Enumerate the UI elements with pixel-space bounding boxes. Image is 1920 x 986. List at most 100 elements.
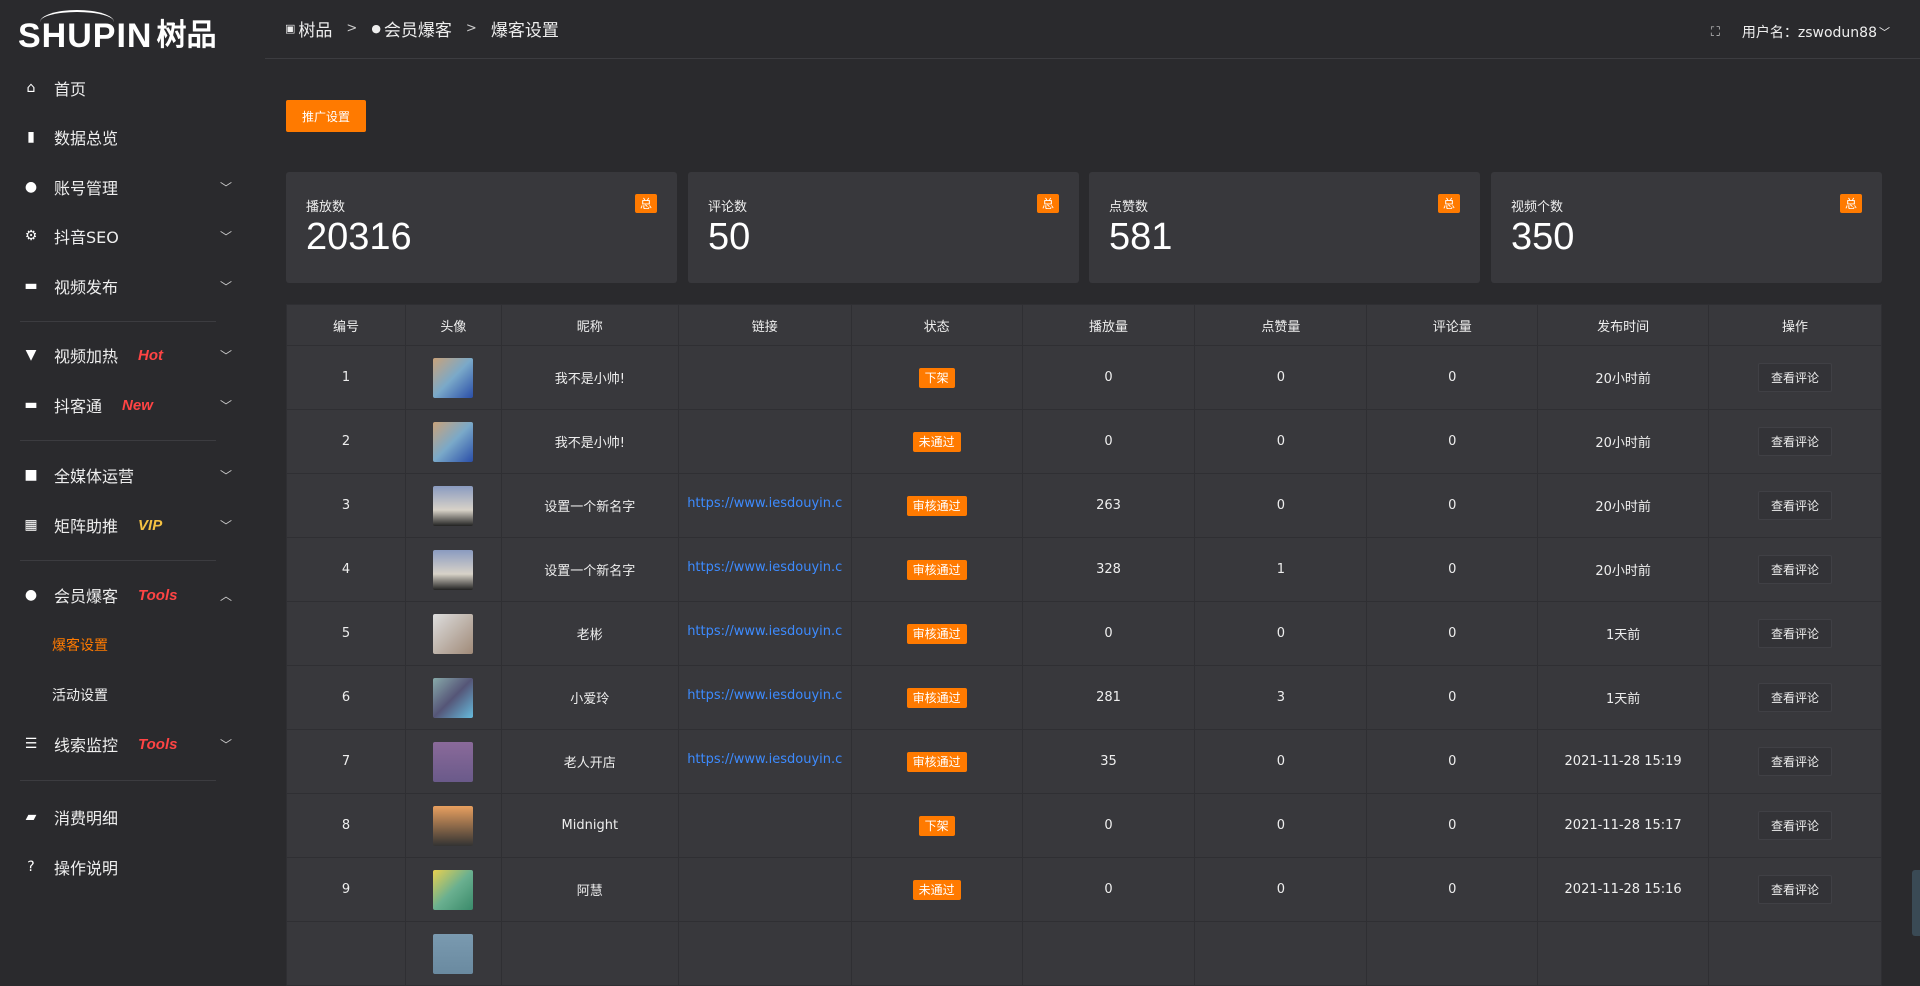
- video-link[interactable]: https://www.iesdouyin.c: [687, 560, 843, 575]
- wallet-icon: ▰: [25, 809, 37, 825]
- sidebar-item-0[interactable]: ⌂ 首页: [22, 70, 232, 106]
- table-row: 6 小爱玲 https://www.iesdouyin.c 审核通过 281 3…: [286, 665, 1882, 730]
- table-row: 2 我不是小帅! 未通过 0 0 0 20小时前 查看评论: [286, 409, 1882, 474]
- view-comments-button[interactable]: 查看评论: [1758, 875, 1833, 904]
- side-widget[interactable]: [1912, 870, 1920, 936]
- sidebar-item-label: 矩阵助推: [54, 517, 119, 536]
- cell-time: 20小时前: [1537, 409, 1710, 474]
- sidebar-item-label: 抖音SEO: [54, 228, 119, 247]
- chevron-icon[interactable]: ﹀: [219, 229, 232, 244]
- status-badge: 审核通过: [906, 688, 967, 708]
- view-comments-button[interactable]: 查看评论: [1758, 811, 1833, 840]
- sidebar-item-8[interactable]: ▦ 矩阵助推 VIP ﹀: [22, 507, 232, 543]
- video-link[interactable]: https://www.iesdouyin.c: [687, 752, 843, 767]
- avatar: [433, 485, 474, 526]
- view-comments-button[interactable]: 查看评论: [1758, 619, 1833, 648]
- stat-label: 点赞数: [1109, 200, 1149, 215]
- user-menu[interactable]: 用户名：zswodun88: [1741, 25, 1877, 41]
- chevron-icon[interactable]: ﹀: [219, 518, 232, 533]
- cell-plays: 0: [1021, 409, 1196, 474]
- cell-avatar: [404, 409, 502, 474]
- view-comments-button[interactable]: 查看评论: [1758, 363, 1833, 392]
- column-header: 状态: [850, 304, 1023, 346]
- sidebar-subitem-0[interactable]: 爆客设置: [52, 638, 108, 654]
- table-row: 3 设置一个新名字 https://www.iesdouyin.c 审核通过 2…: [286, 473, 1882, 538]
- promo-settings-button[interactable]: 推广设置: [286, 100, 366, 132]
- stat-value: 581: [1109, 216, 1173, 258]
- cell-avatar: [404, 729, 502, 794]
- sidebar-item-7[interactable]: ■ 全媒体运营 ﹀: [22, 457, 232, 493]
- video-link[interactable]: https://www.iesdouyin.c: [687, 688, 843, 703]
- cell-comments: 0: [1366, 345, 1539, 410]
- cell-link: https://www.iesdouyin.c: [677, 601, 852, 666]
- sidebar-subitem-1[interactable]: 活动设置: [52, 688, 108, 704]
- cell-nickname: 设置一个新名字: [500, 473, 679, 538]
- cell-avatar: [404, 921, 502, 986]
- monitor-icon: ▼: [25, 347, 37, 363]
- cell-status: 审核通过: [850, 537, 1023, 602]
- cell-time: 2021-11-28 15:19: [1537, 729, 1710, 794]
- view-comments-button[interactable]: 查看评论: [1758, 747, 1833, 776]
- top-bar: ▣ 树品 > ● 会员爆客 > 爆客设置 ⛶ 用户名：zswodun88 ﹀: [265, 0, 1920, 59]
- cell-action: 查看评论: [1708, 665, 1882, 730]
- avatar: [433, 357, 474, 398]
- cell-link: [677, 921, 852, 986]
- image-icon: ▣: [285, 22, 296, 35]
- chevron-icon[interactable]: ﹀: [219, 468, 232, 483]
- cell-nickname: 老人开店: [500, 729, 679, 794]
- sidebar-item-6[interactable]: ▬ 抖客通 New ﹀: [22, 387, 232, 423]
- stat-card: 评论数 50 总: [688, 172, 1079, 283]
- breadcrumb-home[interactable]: 树品: [298, 21, 333, 41]
- avatar: [433, 805, 474, 846]
- cell-plays: 281: [1021, 665, 1196, 730]
- sidebar-item-11[interactable]: ▰ 消费明细: [22, 799, 232, 835]
- cell-id: 1: [286, 345, 406, 410]
- divider: [20, 321, 216, 322]
- cell-time: 1天前: [1537, 665, 1710, 730]
- chevron-icon[interactable]: ︿: [219, 588, 232, 603]
- sidebar-item-12[interactable]: ? 操作说明: [22, 849, 232, 885]
- cell-avatar: [404, 473, 502, 538]
- view-comments-button[interactable]: 查看评论: [1758, 555, 1833, 584]
- cell-likes: 0: [1194, 409, 1368, 474]
- sidebar-item-1[interactable]: ▮ 数据总览: [22, 119, 232, 155]
- cell-action: 查看评论: [1708, 409, 1882, 474]
- column-header: 编号: [286, 304, 406, 346]
- sidebar-item-label: 会员爆客: [54, 587, 119, 606]
- cell-id: 6: [286, 665, 406, 730]
- cell-id: 3: [286, 473, 406, 538]
- video-link[interactable]: https://www.iesdouyin.c: [687, 496, 843, 511]
- sidebar-item-3[interactable]: ⚙ 抖音SEO ﹀: [22, 218, 232, 254]
- chevron-icon[interactable]: ﹀: [219, 279, 232, 294]
- sidebar-item-2[interactable]: ● 账号管理 ﹀: [22, 169, 232, 205]
- cell-comments: 0: [1366, 793, 1539, 858]
- cell-action: 查看评论: [1708, 345, 1882, 410]
- cell-plays: 35: [1021, 729, 1196, 794]
- column-header: 点赞量: [1194, 304, 1368, 346]
- cell-plays: 0: [1021, 601, 1196, 666]
- chevron-down-icon[interactable]: ﹀: [1879, 26, 1890, 39]
- stat-value: 50: [708, 216, 751, 258]
- cell-likes: [1194, 921, 1368, 986]
- sidebar-item-4[interactable]: ▬ 视频发布 ﹀: [22, 268, 232, 304]
- cell-comments: 0: [1366, 409, 1539, 474]
- chevron-icon[interactable]: ﹀: [219, 348, 232, 363]
- chevron-icon[interactable]: ﹀: [219, 737, 232, 752]
- cell-time: 20小时前: [1537, 537, 1710, 602]
- logo: SHUPIN 树品: [18, 10, 216, 54]
- cell-comments: 0: [1366, 537, 1539, 602]
- view-comments-button[interactable]: 查看评论: [1758, 683, 1833, 712]
- view-comments-button[interactable]: 查看评论: [1758, 427, 1833, 456]
- table-row: 9 阿慧 未通过 0 0 0 2021-11-28 15:16 查看评论: [286, 857, 1882, 922]
- column-header: 头像: [404, 304, 502, 346]
- sidebar-item-5[interactable]: ▼ 视频加热 Hot ﹀: [22, 337, 232, 373]
- fullscreen-icon[interactable]: ⛶: [1710, 24, 1720, 40]
- sidebar-item-9[interactable]: ● 会员爆客 Tools ︿: [22, 577, 232, 613]
- sidebar-item-10[interactable]: ☰ 线索监控 Tools ﹀: [22, 726, 232, 762]
- cell-link: https://www.iesdouyin.c: [677, 665, 852, 730]
- chevron-icon[interactable]: ﹀: [219, 180, 232, 195]
- chevron-icon[interactable]: ﹀: [219, 398, 232, 413]
- video-link[interactable]: https://www.iesdouyin.c: [687, 624, 843, 639]
- view-comments-button[interactable]: 查看评论: [1758, 491, 1833, 520]
- breadcrumb-member[interactable]: 会员爆客: [383, 21, 452, 41]
